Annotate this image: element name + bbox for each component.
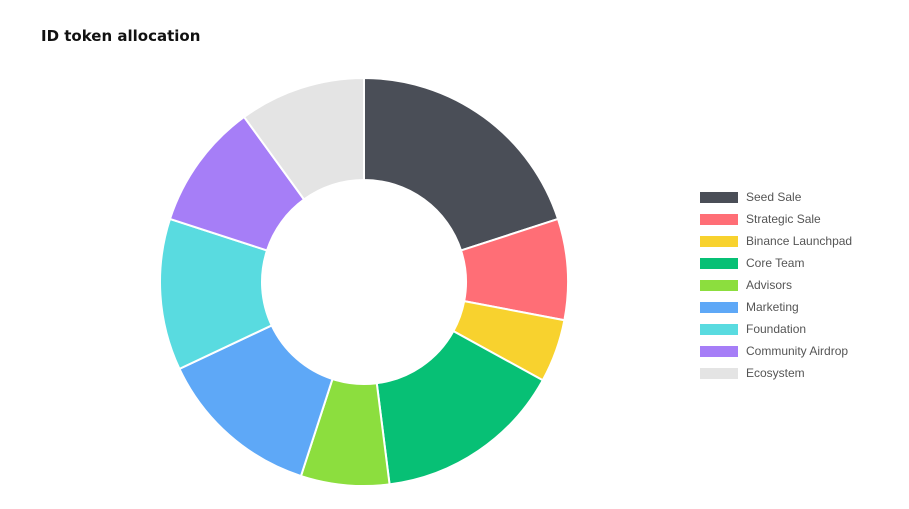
legend-swatch xyxy=(700,235,738,247)
slice-seed-sale[interactable] xyxy=(363,76,560,252)
legend-label: Binance Launchpad xyxy=(746,234,853,248)
legend-item-marketing[interactable]: Marketing xyxy=(700,296,852,318)
legend-label: Community Airdrop xyxy=(746,344,849,358)
legend-swatch xyxy=(700,367,738,379)
legend-label: Advisors xyxy=(746,278,793,292)
slice-core-team[interactable] xyxy=(375,329,545,486)
legend-label: Ecosystem xyxy=(746,366,805,380)
chart-title: ID token allocation xyxy=(41,27,201,45)
slice-ecosystem[interactable] xyxy=(242,76,365,201)
legend-label: Foundation xyxy=(746,322,807,336)
legend-swatch xyxy=(700,191,738,203)
legend-item-foundation[interactable]: Foundation xyxy=(700,318,852,340)
legend-label: Core Team xyxy=(746,256,805,270)
legend-item-core-team[interactable]: Core Team xyxy=(700,252,852,274)
legend-item-strategic-sale[interactable]: Strategic Sale xyxy=(700,208,852,230)
legend-label: Seed Sale xyxy=(746,190,802,204)
legend-label: Strategic Sale xyxy=(746,212,821,226)
legend-item-ecosystem[interactable]: Ecosystem xyxy=(700,362,852,384)
legend-item-binance-launchpad[interactable]: Binance Launchpad xyxy=(700,230,852,252)
legend-swatch xyxy=(700,279,738,291)
legend-swatch xyxy=(700,257,738,269)
legend-item-community-airdrop[interactable]: Community Airdrop xyxy=(700,340,852,362)
legend-swatch xyxy=(700,213,738,225)
chart-legend: Seed Sale Strategic Sale Binance Launchpad… xyxy=(700,186,852,384)
legend-swatch xyxy=(700,323,738,335)
legend-label: Marketing xyxy=(746,300,799,314)
legend-item-advisors[interactable]: Advisors xyxy=(700,274,852,296)
legend-swatch xyxy=(700,345,738,357)
legend-swatch xyxy=(700,301,738,313)
legend-item-seed-sale[interactable]: Seed Sale xyxy=(700,186,852,208)
